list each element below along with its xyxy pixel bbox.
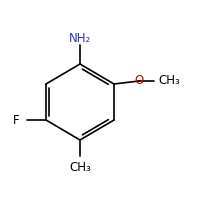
Text: F: F: [13, 114, 20, 127]
Text: CH₃: CH₃: [69, 161, 91, 174]
Text: NH₂: NH₂: [69, 32, 91, 45]
Text: O: O: [134, 74, 144, 88]
Text: CH₃: CH₃: [158, 74, 180, 88]
